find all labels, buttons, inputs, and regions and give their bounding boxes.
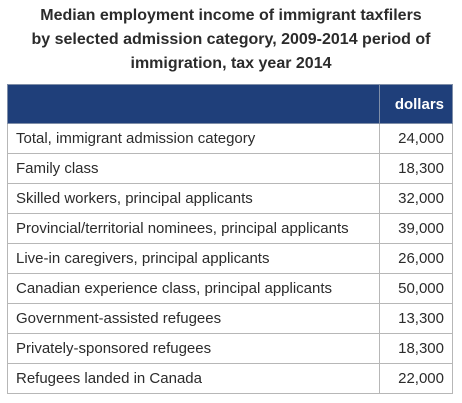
row-value: 50,000: [379, 273, 453, 304]
row-value: 24,000: [379, 123, 453, 154]
row-label: Skilled workers, principal applicants: [7, 183, 380, 214]
row-value: 32,000: [379, 183, 453, 214]
row-label: Refugees landed in Canada: [7, 363, 380, 394]
row-value: 18,300: [379, 153, 453, 184]
header-category: [7, 84, 380, 124]
title-line-1: Median employment income of immigrant ta…: [40, 7, 422, 24]
title-line-2: by selected admission category, 2009-201…: [31, 31, 431, 48]
table-header-row: dollars: [7, 84, 453, 124]
row-value: 22,000: [379, 363, 453, 394]
table-row: Family class 18,300: [7, 153, 453, 184]
row-label: Total, immigrant admission category: [7, 123, 380, 154]
row-value: 18,300: [379, 333, 453, 364]
table-row: Provincial/territorial nominees, princip…: [7, 213, 453, 244]
title-line-3: immigration, tax year 2014: [130, 55, 332, 72]
income-table: dollars Total, immigrant admission categ…: [7, 84, 453, 394]
table-row: Total, immigrant admission category 24,0…: [7, 123, 453, 154]
table-row: Skilled workers, principal applicants 32…: [7, 183, 453, 214]
row-label: Family class: [7, 153, 380, 184]
row-value: 13,300: [379, 303, 453, 334]
row-value: 39,000: [379, 213, 453, 244]
table-row: Privately-sponsored refugees 18,300: [7, 333, 453, 364]
row-label: Government-assisted refugees: [7, 303, 380, 334]
row-label: Canadian experience class, principal app…: [7, 273, 380, 304]
row-value: 26,000: [379, 243, 453, 274]
row-label: Live-in caregivers, principal applicants: [7, 243, 380, 274]
header-dollars: dollars: [379, 84, 453, 124]
table-row: Refugees landed in Canada 22,000: [7, 363, 453, 394]
table-title: Median employment income of immigrant ta…: [0, 4, 462, 76]
row-label: Provincial/territorial nominees, princip…: [7, 213, 380, 244]
row-label: Privately-sponsored refugees: [7, 333, 380, 364]
table-row: Live-in caregivers, principal applicants…: [7, 243, 453, 274]
table-row: Canadian experience class, principal app…: [7, 273, 453, 304]
table-row: Government-assisted refugees 13,300: [7, 303, 453, 334]
